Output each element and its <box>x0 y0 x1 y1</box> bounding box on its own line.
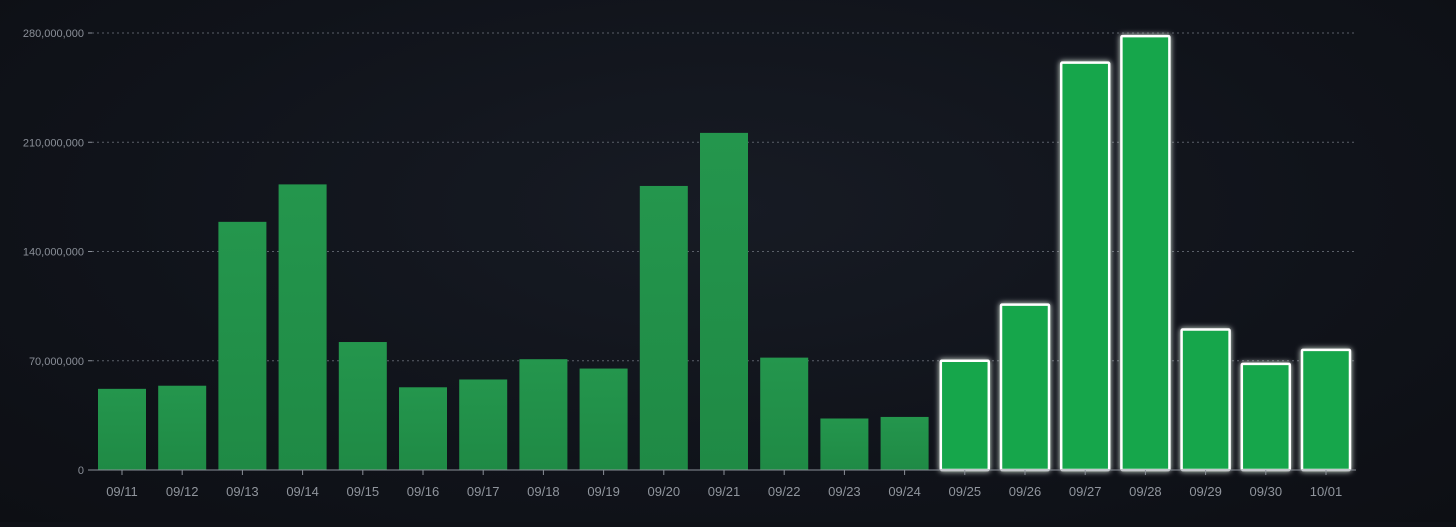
bar-09-14[interactable] <box>278 184 327 470</box>
x-tick-label: 09/20 <box>648 484 681 499</box>
x-tick-label: 09/29 <box>1189 484 1222 499</box>
x-tick-label: 09/13 <box>226 484 259 499</box>
bars <box>98 34 1352 472</box>
x-tick-label: 09/17 <box>467 484 500 499</box>
y-axis-ticks: 0 70,000,000 140,000,000 210,000,000 280,000… <box>23 28 92 477</box>
bar-09-21[interactable] <box>700 132 748 470</box>
x-tick-label: 09/11 <box>106 484 138 499</box>
x-tick-label: 10/01 <box>1310 484 1343 499</box>
x-tick-label: 09/12 <box>166 484 199 499</box>
x-tick-label: 09/30 <box>1250 484 1283 499</box>
y-tick-label: 280,000,000 <box>23 28 84 40</box>
bar-09-11[interactable] <box>98 388 146 470</box>
bar-09-15[interactable] <box>338 342 387 470</box>
y-tick-label: 0 <box>78 465 84 477</box>
x-tick-label: 09/15 <box>347 484 380 499</box>
x-tick-label: 09/22 <box>768 484 801 499</box>
bar-09-18[interactable] <box>519 359 568 470</box>
x-tick-label: 09/27 <box>1069 484 1102 499</box>
x-tick-label: 09/24 <box>888 484 921 499</box>
bar-09-20[interactable] <box>639 185 688 470</box>
bar-09-30[interactable] <box>1240 362 1292 472</box>
bar-09-29[interactable] <box>1180 328 1231 472</box>
y-tick-label: 210,000,000 <box>23 137 84 149</box>
bar-09-13[interactable] <box>218 221 267 470</box>
x-tick-label: 09/19 <box>587 484 620 499</box>
y-tick-label: 70,000,000 <box>29 356 84 368</box>
bar-09-23[interactable] <box>820 418 869 470</box>
bar-09-25[interactable] <box>939 359 991 472</box>
bar-09-22[interactable] <box>760 357 809 470</box>
y-tick-label: 140,000,000 <box>23 247 84 259</box>
bar-09-12[interactable] <box>158 385 207 470</box>
x-tick-label: 09/14 <box>286 484 319 499</box>
bar-09-26[interactable] <box>999 303 1051 472</box>
bar-09-19[interactable] <box>579 368 628 470</box>
x-axis-ticks: 09/11 09/12 09/13 09/14 09/15 09/16 09/17 09/18… <box>106 470 1342 499</box>
x-tick-label: 09/25 <box>949 484 982 499</box>
x-tick-label: 09/16 <box>407 484 440 499</box>
bar-10-01[interactable] <box>1300 348 1352 472</box>
x-tick-label: 09/23 <box>828 484 861 499</box>
bar-09-24[interactable] <box>880 416 929 470</box>
bar-09-17[interactable] <box>459 379 508 470</box>
x-tick-label: 09/26 <box>1009 484 1042 499</box>
bar-09-28[interactable] <box>1120 34 1171 472</box>
x-tick-label: 09/28 <box>1129 484 1162 499</box>
bar-09-27[interactable] <box>1059 61 1111 472</box>
x-tick-label: 09/18 <box>527 484 560 499</box>
x-tick-label: 09/21 <box>708 484 741 499</box>
bar-09-16[interactable] <box>399 387 447 470</box>
